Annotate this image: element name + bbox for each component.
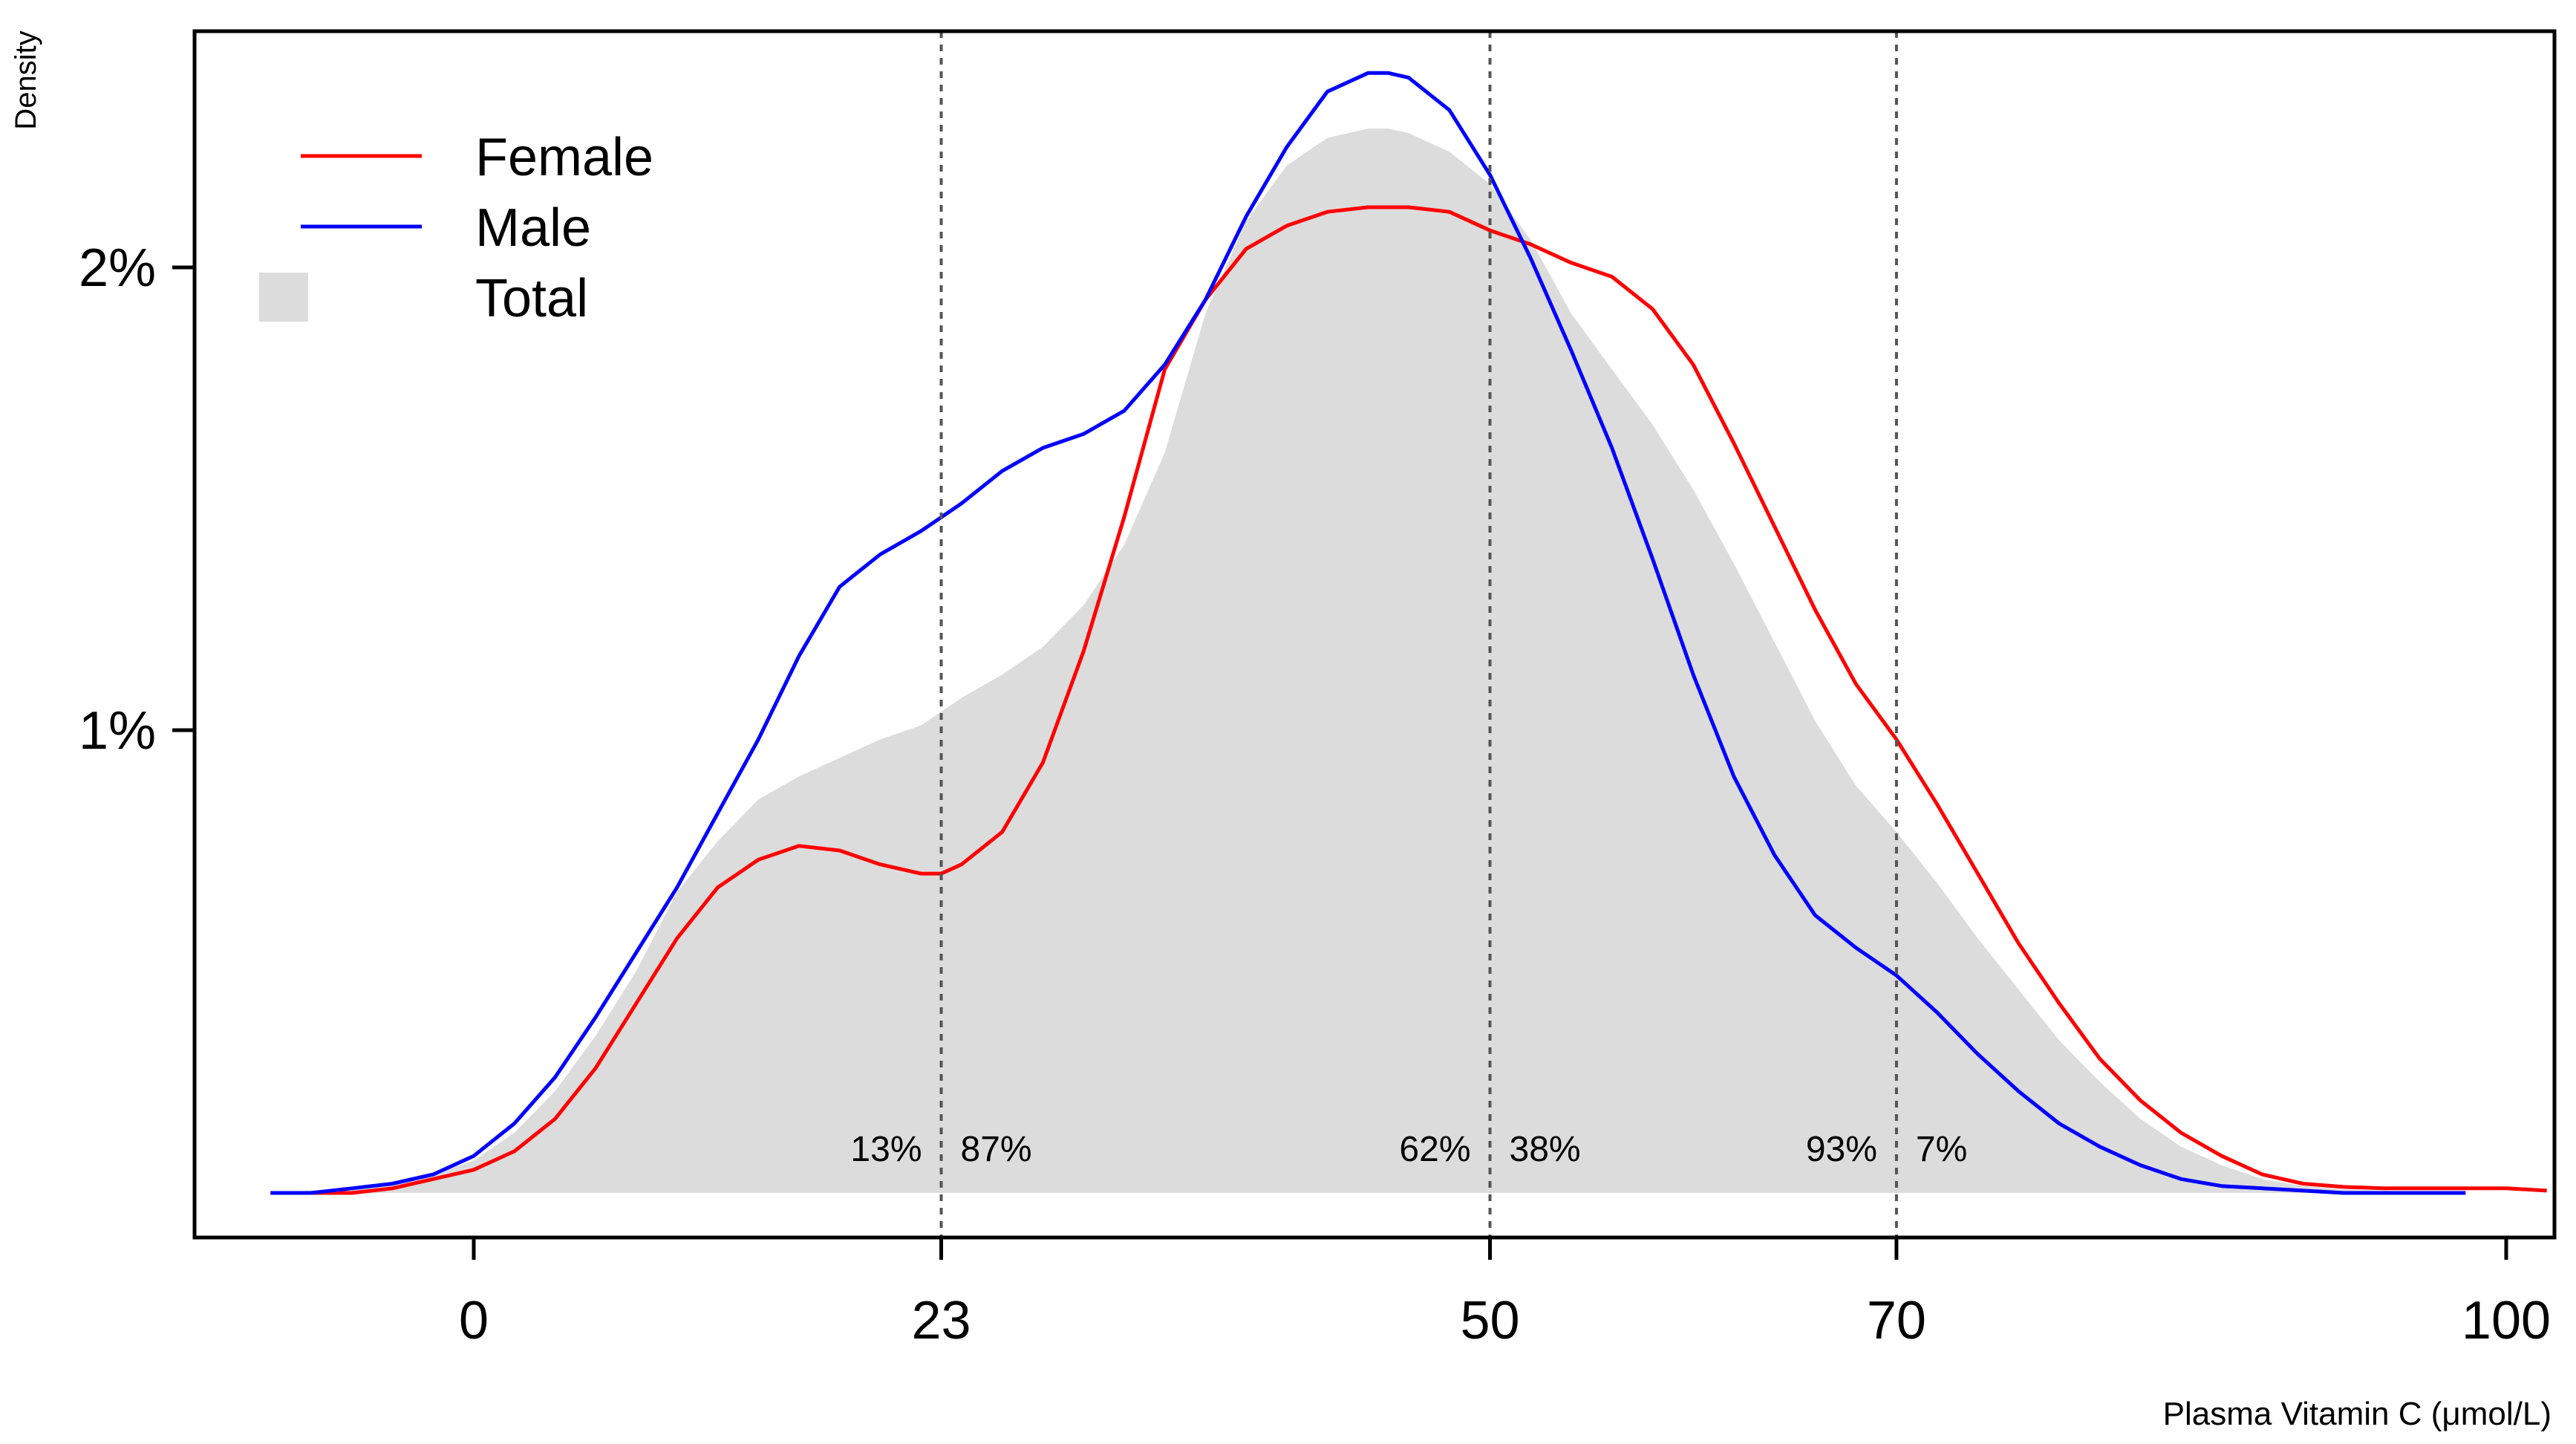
x-tick-label-23: 23 xyxy=(911,1291,971,1350)
legend-label-total: Total xyxy=(475,269,588,328)
y-axis-label: Density xyxy=(10,30,42,129)
series-line-female xyxy=(270,205,2547,1195)
plot-frame xyxy=(192,29,2557,1240)
x-axis-label: Plasma Vitamin C (μmol/L) xyxy=(2163,1396,2551,1432)
legend-label-male: Male xyxy=(475,198,591,258)
cutoff-lines-layer xyxy=(939,31,1898,1238)
x-tick-label-50: 50 xyxy=(1460,1291,1519,1350)
series-lines-layer xyxy=(270,71,2547,1195)
x-axis: 0 23 50 70 100 xyxy=(459,1238,2551,1350)
y-axis: 1% 2% xyxy=(79,238,195,761)
series-area-total xyxy=(189,129,2547,1194)
cutoff-label-right-23: 87% xyxy=(961,1130,1032,1169)
x-tick-label-0: 0 xyxy=(459,1291,489,1350)
x-tick-label-70: 70 xyxy=(1867,1291,1926,1350)
cutoff-label-right-50: 38% xyxy=(1510,1130,1581,1169)
cutoff-labels-layer: 13% 87% 62% 38% 93% 7% xyxy=(850,1130,1967,1169)
legend-label-female: Female xyxy=(475,128,653,187)
series-line-male xyxy=(270,71,2466,1195)
total-area-layer xyxy=(189,129,2547,1194)
legend-swatch-total xyxy=(259,273,308,322)
y-tick-label-1%: 1% xyxy=(79,701,156,761)
x-tick-label-100: 100 xyxy=(2462,1291,2551,1350)
cutoff-label-left-50: 62% xyxy=(1399,1130,1470,1169)
cutoff-label-right-70: 7% xyxy=(1916,1130,1967,1169)
legend: Female Male Total xyxy=(259,128,653,328)
y-tick-label-2%: 2% xyxy=(79,238,156,298)
cutoff-label-left-70: 93% xyxy=(1806,1130,1877,1169)
cutoff-label-left-23: 13% xyxy=(850,1130,922,1169)
